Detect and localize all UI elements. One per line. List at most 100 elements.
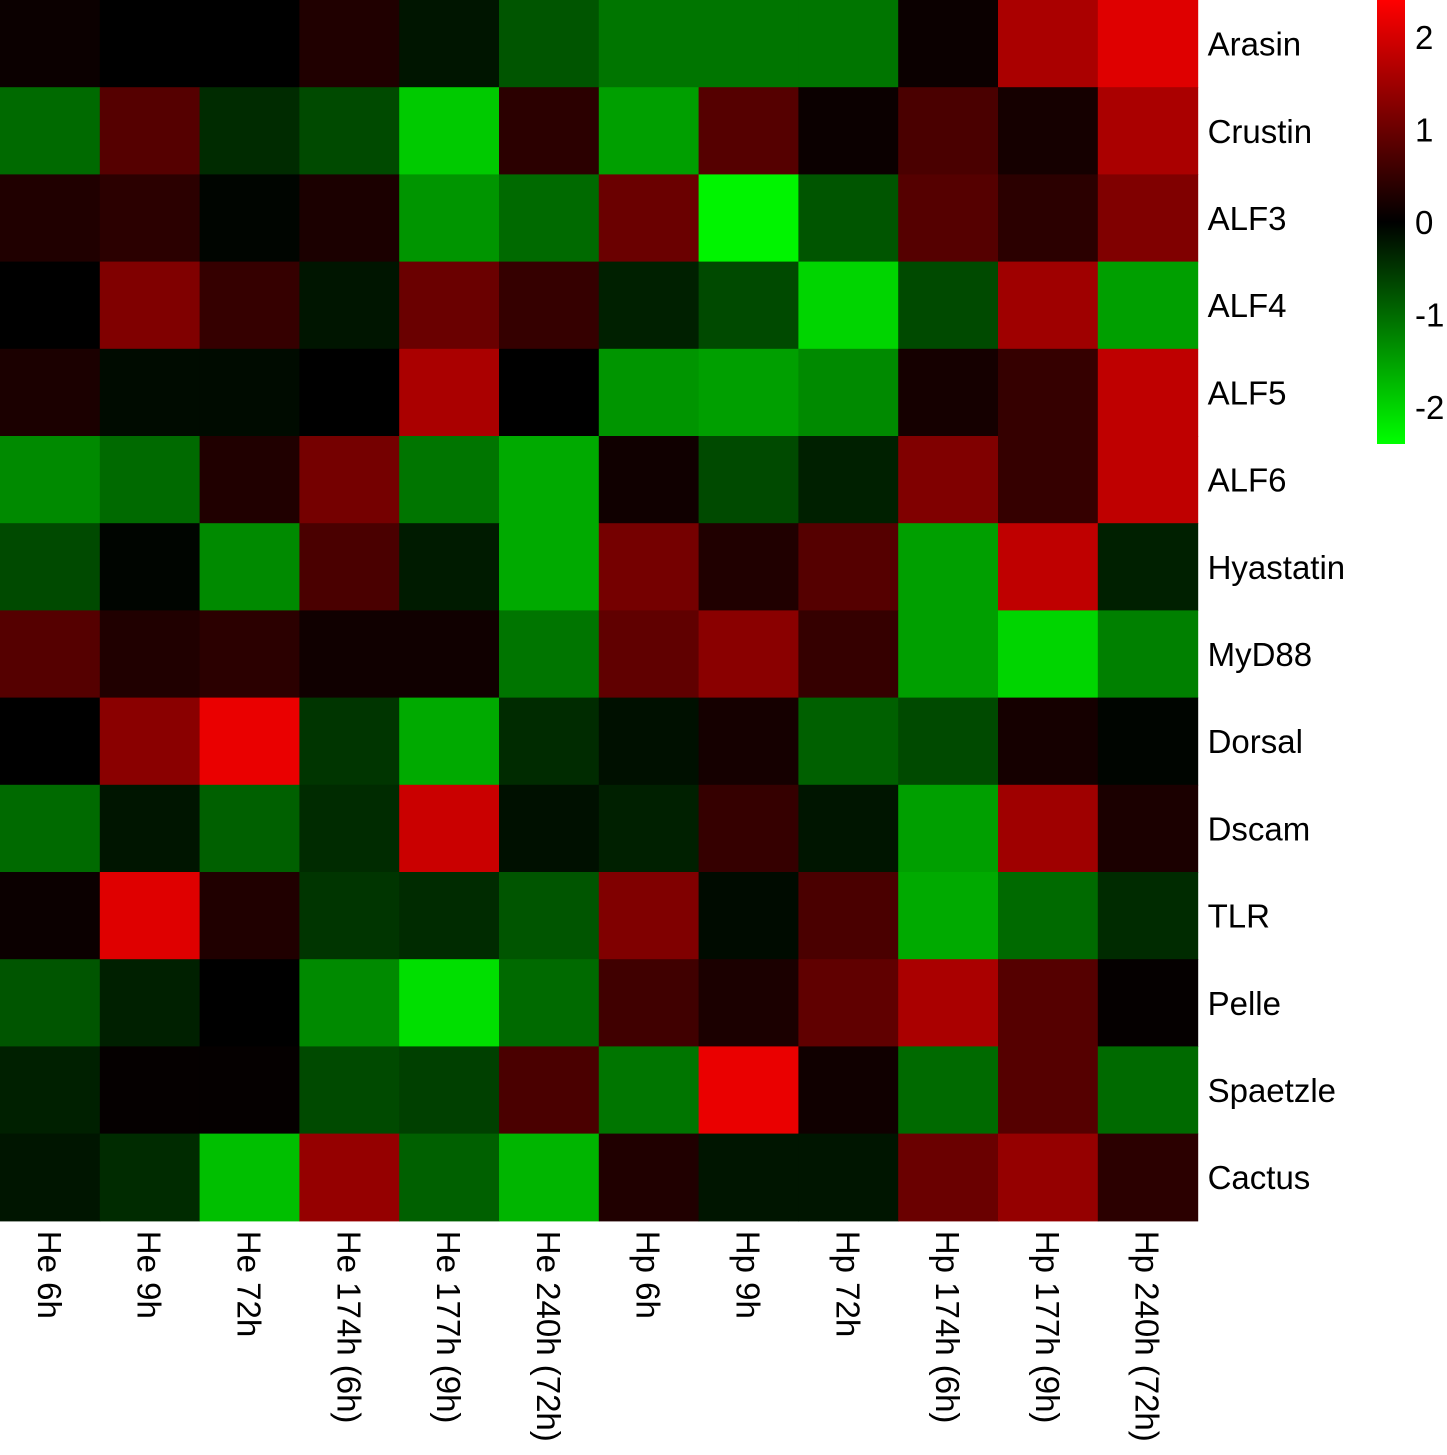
- heatmap-cell: [499, 784, 600, 873]
- row-label: Spaetzle: [1208, 1072, 1336, 1109]
- heatmap-cell: [998, 348, 1099, 437]
- heatmap-cell: [798, 436, 899, 524]
- heatmap-cell: [499, 1133, 600, 1222]
- heatmap-cell: [698, 523, 799, 611]
- heatmap-cell: [499, 959, 600, 1047]
- heatmap-cell: [898, 1046, 999, 1135]
- row-label: Crustin: [1208, 113, 1313, 150]
- heatmap-cell: [499, 697, 600, 786]
- heatmap-cell: [798, 784, 899, 873]
- heatmap-cell: [199, 523, 300, 611]
- heatmap-cell: [998, 523, 1099, 611]
- heatmap-cell: [399, 523, 500, 611]
- heatmap-cell: [199, 261, 300, 350]
- heatmap-cell: [399, 610, 500, 699]
- heatmap-cell: [99, 1046, 201, 1135]
- color-bar-tick-label: 2: [1415, 19, 1433, 56]
- row-labels: Arasin Crustin ALF3 ALF4 ALF5 ALF6 Hyastatin My…: [1208, 26, 1346, 1197]
- heatmap-cell: [199, 0, 300, 88]
- heatmap-cell: [199, 784, 300, 873]
- heatmap-cell: [199, 87, 300, 175]
- heatmap-cell: [399, 697, 500, 786]
- heatmap-cell: [698, 872, 799, 960]
- heatmap-cell: [598, 959, 700, 1047]
- heatmap-cell: [1097, 523, 1199, 611]
- heatmap-cell: [0, 1133, 101, 1222]
- heatmap-cell: [199, 872, 300, 960]
- heatmap-cell: [0, 523, 101, 611]
- heatmap-cell: [798, 174, 899, 263]
- heatmap-cell: [199, 1133, 300, 1222]
- heatmap-cell: [299, 87, 400, 175]
- heatmap-cell: [1097, 0, 1199, 88]
- heatmap-cell: [1097, 872, 1199, 960]
- heatmap-cell: [99, 174, 201, 263]
- heatmap-cell: [1097, 959, 1199, 1047]
- heatmap-cell: [199, 436, 300, 524]
- heatmap-cell: [399, 174, 500, 263]
- color-bar-tick-label: -1: [1415, 297, 1444, 334]
- heatmap-cell: [399, 436, 500, 524]
- heatmap-cell: [399, 87, 500, 175]
- heatmap-cell: [299, 697, 400, 786]
- heatmap-cell: [99, 872, 201, 960]
- heatmap-cell: [598, 610, 700, 699]
- column-label: Hp 72h: [829, 1231, 866, 1337]
- heatmap-cell: [399, 0, 500, 88]
- heatmap-cell: [1097, 697, 1199, 786]
- row-label: Pelle: [1208, 985, 1281, 1022]
- heatmap-cell: [0, 348, 101, 437]
- heatmap-cell: [598, 872, 700, 960]
- heatmap-cell: [499, 174, 600, 263]
- heatmap-cell: [798, 348, 899, 437]
- heatmap-cell: [0, 872, 101, 960]
- heatmap-cell: [898, 348, 999, 437]
- heatmap-cell: [798, 261, 899, 350]
- heatmap-cell: [0, 1046, 101, 1135]
- heatmap-cell: [898, 174, 999, 263]
- heatmap-cell: [399, 872, 500, 960]
- heatmap-cell: [299, 610, 400, 699]
- heatmap-cell: [499, 87, 600, 175]
- heatmap-cell: [898, 0, 999, 88]
- heatmap-cell: [898, 610, 999, 699]
- heatmap-cell: [698, 784, 799, 873]
- heatmap-cell: [698, 348, 799, 437]
- heatmap-cell: [798, 0, 899, 88]
- heatmap-cell: [199, 697, 300, 786]
- column-label: Hp 240h (72h): [1129, 1231, 1166, 1442]
- heatmap-cell: [199, 610, 300, 699]
- heatmap-cells: [0, 0, 1199, 1222]
- heatmap-cell: [399, 784, 500, 873]
- heatmap-cell: [698, 0, 799, 88]
- color-bar-tick-label: -2: [1415, 389, 1444, 426]
- heatmap-cell: [598, 348, 700, 437]
- heatmap-cell: [698, 959, 799, 1047]
- heatmap-cell: [698, 87, 799, 175]
- heatmap-cell: [898, 872, 999, 960]
- row-label: Dorsal: [1208, 723, 1303, 760]
- heatmap-cell: [798, 87, 899, 175]
- heatmap-cell: [199, 174, 300, 263]
- heatmap-cell: [998, 872, 1099, 960]
- heatmap-cell: [998, 959, 1099, 1047]
- heatmap-cell: [1097, 1133, 1199, 1222]
- color-bar-tick-label: 0: [1415, 204, 1433, 241]
- heatmap-cell: [399, 261, 500, 350]
- row-label: Dscam: [1208, 810, 1311, 847]
- heatmap-cell: [99, 87, 201, 175]
- heatmap-cell: [0, 697, 101, 786]
- heatmap-cell: [598, 0, 700, 88]
- heatmap-cell: [598, 697, 700, 786]
- heatmap-cell: [99, 697, 201, 786]
- heatmap-cell: [998, 436, 1099, 524]
- heatmap-cell: [0, 959, 101, 1047]
- column-label: He 72h: [231, 1231, 268, 1337]
- heatmap-cell: [499, 0, 600, 88]
- color-bar-tick-label: 1: [1415, 112, 1433, 149]
- heatmap-cell: [399, 1133, 500, 1222]
- column-label: Hp 174h (6h): [929, 1231, 966, 1424]
- heatmap-cell: [0, 174, 101, 263]
- heatmap-cell: [99, 959, 201, 1047]
